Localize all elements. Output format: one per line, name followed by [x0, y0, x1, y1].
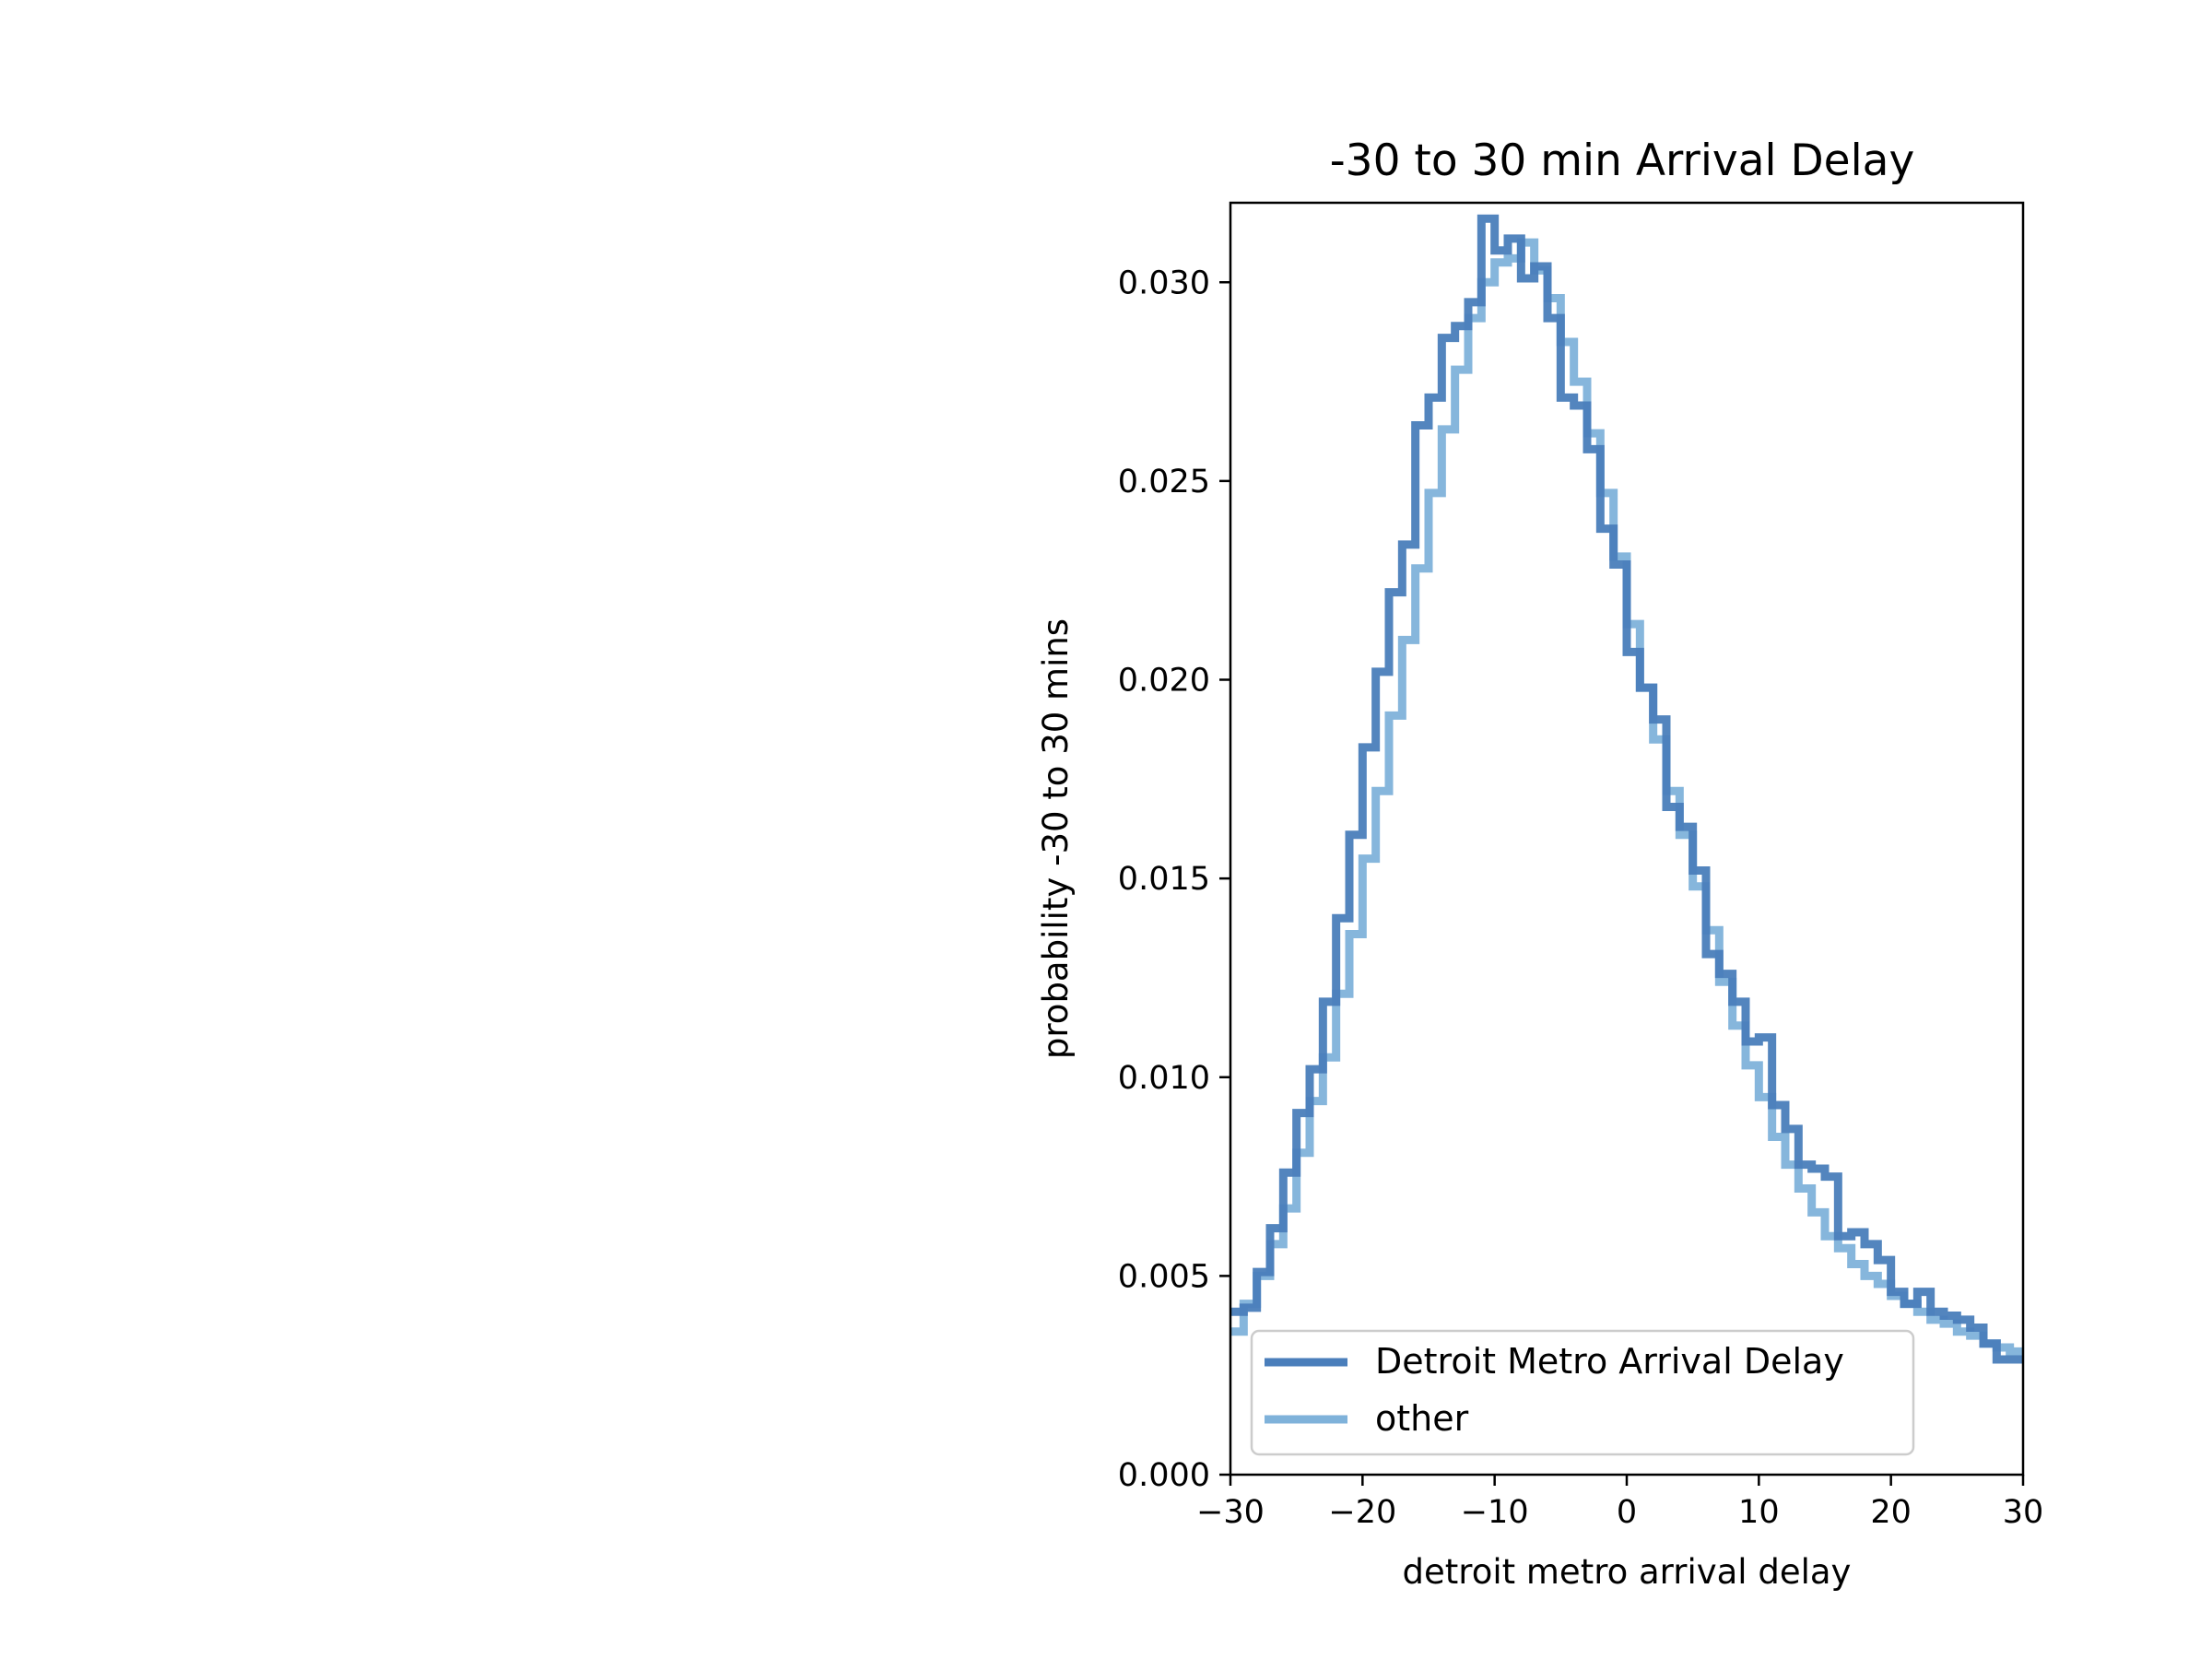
- x-tick-label: −10: [1461, 1494, 1529, 1531]
- y-tick-label: 0.000: [1118, 1457, 1210, 1494]
- y-tick-label: 0.010: [1118, 1060, 1210, 1097]
- y-tick-label: 0.030: [1118, 265, 1210, 301]
- legend: Detroit Metro Arrival Delay other: [1250, 1329, 1915, 1456]
- x-tick-label: 30: [2003, 1494, 2044, 1531]
- legend-label-detroit: Detroit Metro Arrival Delay: [1375, 1341, 1844, 1382]
- y-tick-label: 0.025: [1118, 464, 1210, 500]
- x-tick-label: 10: [1738, 1494, 1780, 1531]
- series-line-detroit: [1230, 214, 2023, 1364]
- x-tick-label: 20: [1870, 1494, 1912, 1531]
- series-layer: [1230, 214, 2023, 1364]
- y-tick-label: 0.015: [1118, 861, 1210, 898]
- x-tick-label: 0: [1617, 1494, 1637, 1531]
- y-tick-label: 0.005: [1118, 1258, 1210, 1295]
- x-axis-label: detroit metro arrival delay: [1403, 1552, 1852, 1592]
- x-tick-label: −20: [1328, 1494, 1396, 1531]
- legend-box: [1250, 1329, 1915, 1456]
- legend-label-other: other: [1375, 1398, 1469, 1439]
- x-tick-label: −30: [1196, 1494, 1265, 1531]
- y-axis: 0.000 0.005 0.010 0.015 0.020 0.025 0.030: [1118, 265, 1230, 1494]
- x-axis: −30 −20 −10 0 10 20 30: [1196, 1475, 2043, 1531]
- chart-title: -30 to 30 min Arrival Delay: [1330, 135, 1915, 186]
- y-tick-label: 0.020: [1118, 663, 1210, 700]
- y-axis-label: probability -30 to 30 mins: [1036, 618, 1076, 1059]
